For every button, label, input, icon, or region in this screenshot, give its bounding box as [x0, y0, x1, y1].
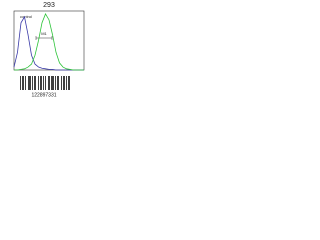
- barcode-bar: [69, 76, 70, 90]
- barcode-bar: [57, 76, 58, 90]
- barcode-bar: [49, 76, 50, 90]
- chart: 293 control M1 122897331: [13, 2, 85, 98]
- barcode-bar: [68, 76, 69, 90]
- barcode-bar: [35, 76, 36, 90]
- barcode-bar: [41, 76, 42, 90]
- series-line: [13, 15, 84, 71]
- annotation: control: [20, 14, 32, 19]
- barcode-bar: [20, 76, 21, 90]
- plot-frame: [13, 10, 85, 71]
- barcode-bar: [32, 76, 33, 90]
- barcode-bar: [64, 76, 65, 90]
- barcode-bar: [55, 76, 56, 90]
- series-line: [14, 13, 84, 71]
- barcode-bar: [43, 76, 44, 90]
- barcode: [20, 76, 70, 90]
- footer-text: 122897331: [31, 92, 56, 98]
- barcode-bar: [38, 76, 39, 90]
- barcode-bar: [34, 76, 35, 90]
- barcode-bar: [53, 76, 54, 90]
- barcode-bar: [51, 76, 52, 90]
- barcode-bar: [61, 76, 62, 90]
- barcode-bar: [66, 76, 67, 90]
- barcode-bar: [63, 76, 64, 90]
- barcode-bar: [48, 76, 49, 90]
- barcode-bar: [29, 76, 30, 90]
- barcode-bar: [52, 76, 53, 90]
- barcode-bar: [23, 76, 24, 90]
- barcode-bar: [28, 76, 29, 90]
- barcode-bar: [45, 76, 46, 90]
- barcode-bar: [30, 76, 31, 90]
- chart-title: 293: [43, 2, 55, 9]
- annotation: M1: [41, 31, 47, 36]
- barcode-bar: [25, 76, 26, 90]
- barcode-bar: [22, 76, 23, 90]
- barcode-bar: [40, 76, 41, 90]
- barcode-bar: [58, 76, 59, 90]
